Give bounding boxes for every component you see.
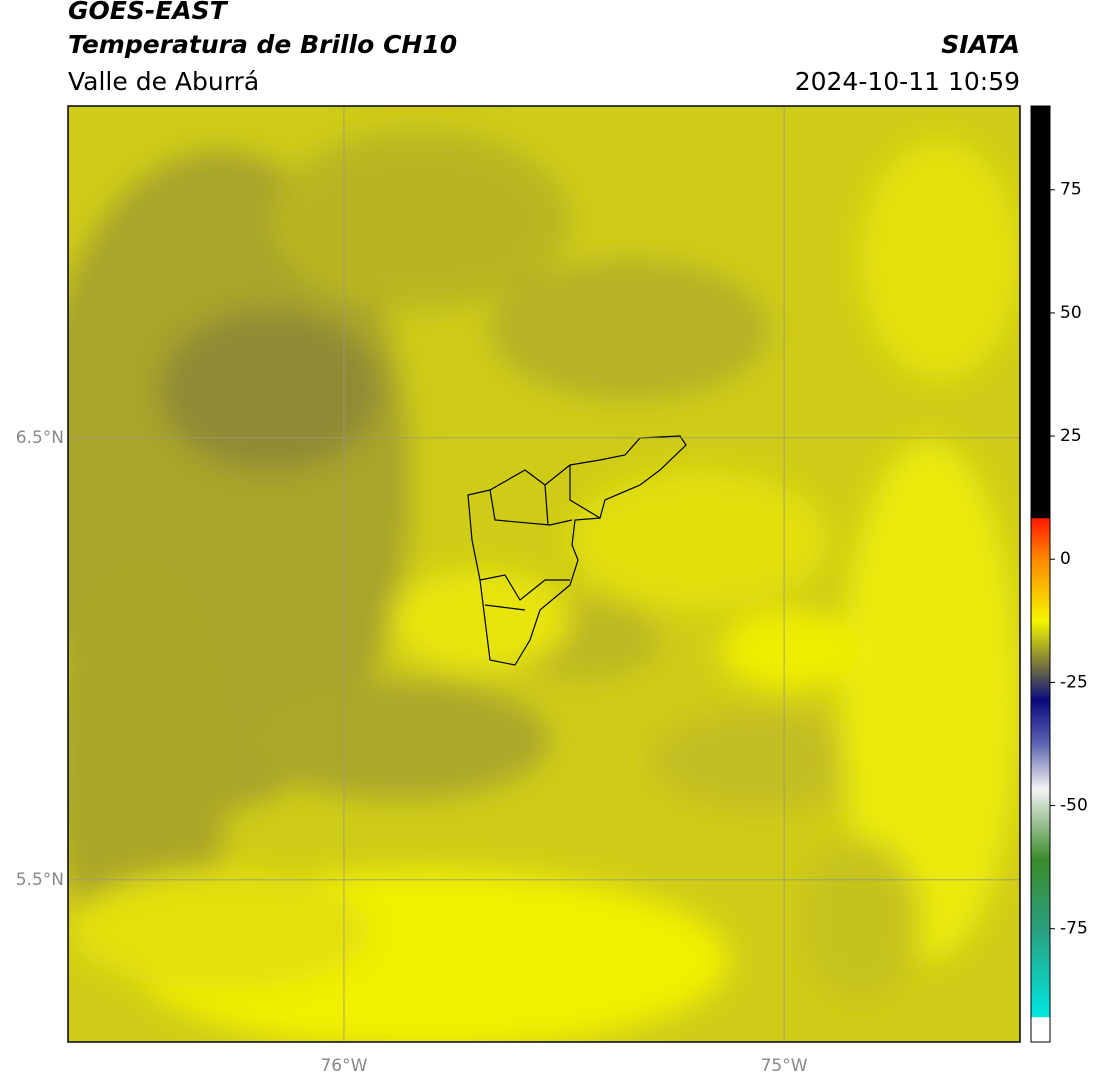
region: Valle de Aburrá xyxy=(68,67,259,96)
lat-label: 6.5°N xyxy=(16,428,64,448)
colorbar-tick-label: -50 xyxy=(1060,796,1088,816)
colorbar xyxy=(1030,105,1051,1043)
colorbar-tick-label: -75 xyxy=(1060,919,1088,939)
title: GOES-EAST xyxy=(68,0,229,25)
source: SIATA xyxy=(941,30,1020,59)
lon-label: 75°W xyxy=(761,1056,808,1076)
lat-label: 5.5°N xyxy=(16,870,64,890)
valley-boundaries xyxy=(467,435,687,666)
colorbar-tick-label: 75 xyxy=(1060,180,1082,200)
colorbar-tick-label: 25 xyxy=(1060,426,1082,446)
colorbar-tick-label: 0 xyxy=(1060,549,1071,569)
lon-label: 76°W xyxy=(320,1056,367,1076)
subtitle: Temperatura de Brillo CH10 xyxy=(68,30,457,59)
colorbar-tick-label: -25 xyxy=(1060,672,1088,692)
colorbar-tick-label: 50 xyxy=(1060,303,1082,323)
satellite-image xyxy=(68,106,1020,1042)
datetime: 2024-10-11 10:59 xyxy=(795,67,1020,96)
map-frame xyxy=(67,105,1021,1043)
